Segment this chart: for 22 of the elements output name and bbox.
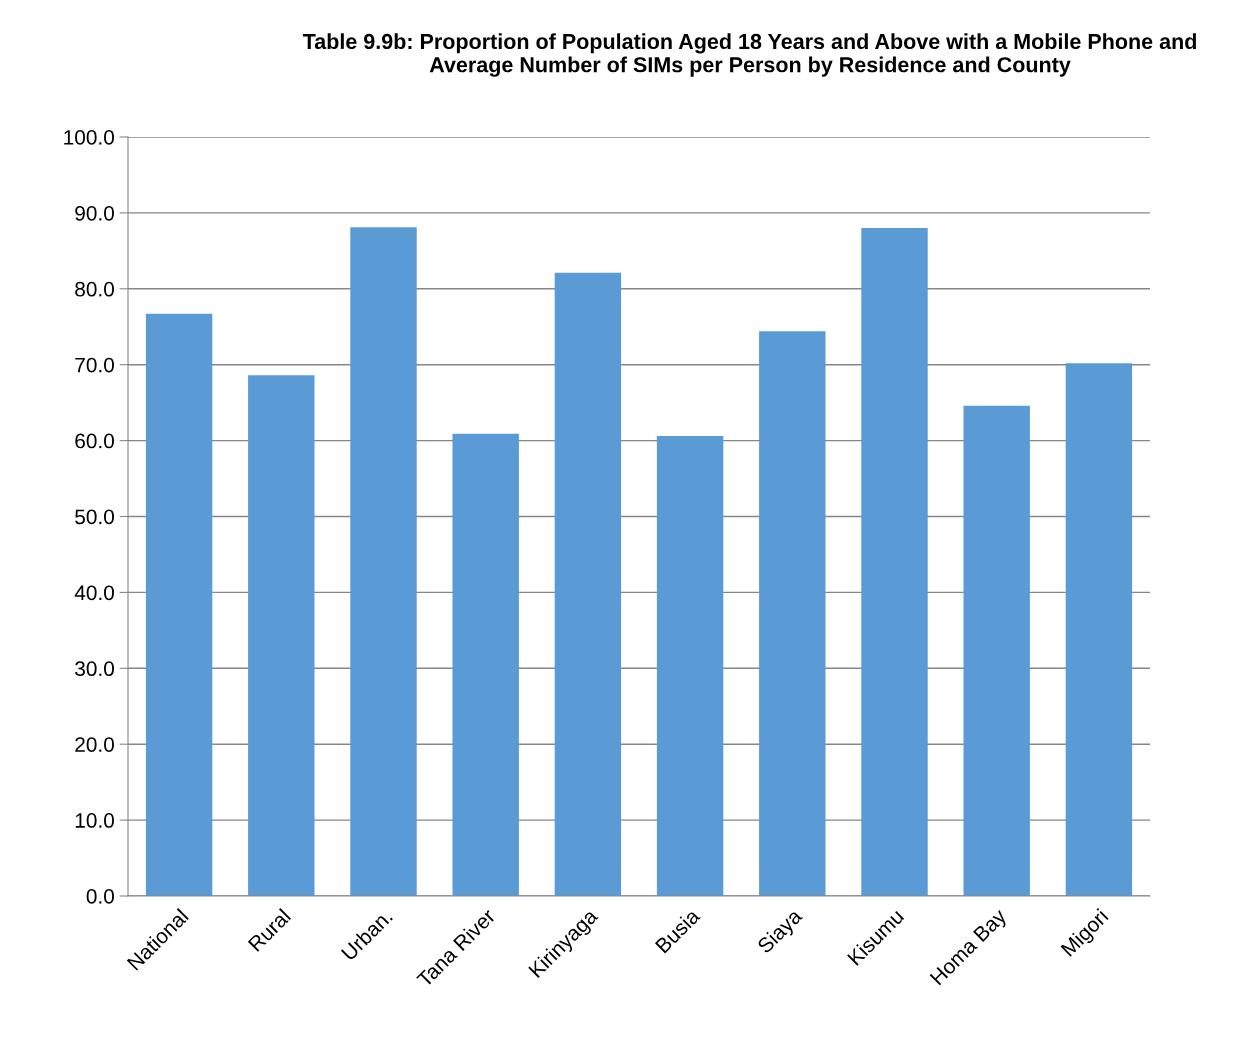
bar [145, 313, 213, 896]
y-tick-label: 80.0 [75, 281, 114, 297]
y-tick-label: 10.0 [75, 813, 114, 828]
y-tick-label: 20.0 [75, 737, 114, 752]
bar [554, 272, 622, 896]
y-tick-label: 70.0 [75, 357, 114, 373]
bar [861, 228, 928, 896]
y-tick-label: 60.0 [75, 433, 114, 449]
bar [452, 433, 519, 896]
y-tick-label: 40.0 [74, 585, 114, 601]
bar [248, 375, 315, 896]
y-tick-label: 90.0 [75, 205, 114, 221]
y-tick-label: 50.0 [75, 509, 114, 525]
chart-title: Table 9.9b: Proportion of Population Aged 18 Years and Above with a Mobile Phone and Average Number of SIMs per Person by Residence and County [302, 33, 1196, 77]
y-tick-label: 0.0 [86, 889, 114, 904]
bar [350, 227, 417, 896]
y-tick-label: 30.0 [75, 661, 114, 677]
bar [963, 405, 1030, 896]
bar [656, 436, 724, 896]
bar [1065, 363, 1133, 896]
y-tick-label: 100.0 [64, 130, 114, 145]
bar [759, 331, 826, 896]
